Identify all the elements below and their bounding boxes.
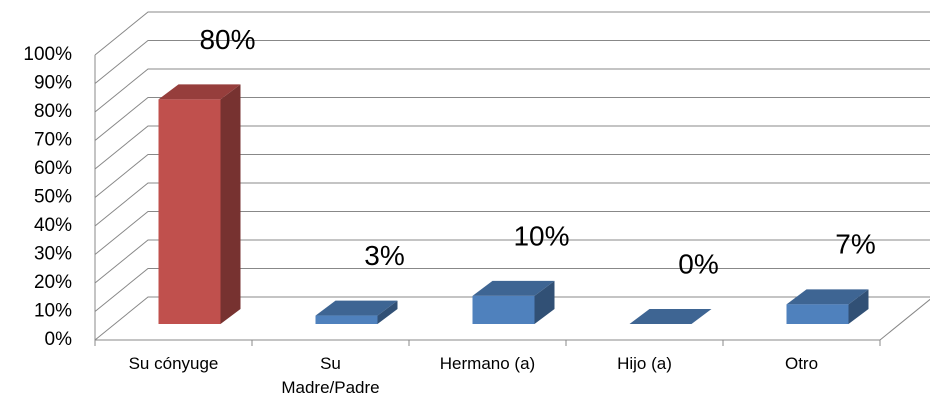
y-tick-label: 30% — [34, 244, 72, 265]
y-tick-label: 20% — [34, 272, 72, 293]
bar-top — [472, 280, 555, 296]
bar-side — [220, 84, 241, 324]
bar-top — [315, 300, 398, 316]
value-label: 7% — [835, 229, 875, 260]
y-tick-label: 0% — [45, 329, 73, 350]
y-tick-label: 50% — [34, 187, 72, 208]
value-label: 80% — [199, 24, 255, 55]
x-tick-label: Hermano (a) — [439, 354, 536, 373]
y-tick-label: 80% — [34, 101, 72, 122]
y-tick-label: 60% — [34, 158, 72, 179]
y-tick-label: 70% — [34, 130, 72, 151]
bar-top — [158, 84, 241, 100]
grid-line — [94, 268, 930, 312]
grid-line — [94, 239, 930, 284]
x-tick-label: Su cónyuge — [128, 354, 219, 373]
grid-line — [94, 154, 930, 198]
y-tick-label: 10% — [34, 301, 72, 322]
bar — [786, 304, 849, 324]
grid-line — [94, 11, 930, 56]
bar-side — [848, 289, 869, 324]
grid-line — [94, 125, 930, 170]
y-tick-label: 90% — [34, 73, 72, 94]
grid-line — [94, 296, 930, 341]
x-tick-label: Hijo (a) — [617, 354, 672, 373]
bar-top — [629, 309, 712, 324]
value-label: 10% — [513, 220, 569, 251]
grid-line — [94, 211, 930, 255]
bar — [315, 315, 378, 324]
bar — [158, 99, 221, 324]
grid-line — [94, 97, 930, 141]
x-tick-label: Otro — [784, 354, 819, 373]
x-tick-label: Su Madre/Padre — [281, 354, 380, 397]
value-label: 0% — [678, 248, 718, 279]
bar — [472, 295, 535, 324]
y-tick-label: 100% — [23, 44, 72, 65]
value-label: 3% — [364, 240, 404, 271]
grid-line — [94, 182, 930, 227]
bar-side — [377, 300, 398, 324]
bar-side — [534, 280, 555, 324]
grid-line — [94, 68, 930, 113]
grid-line — [94, 40, 930, 84]
y-tick-label: 40% — [34, 215, 72, 236]
bar-top — [786, 289, 869, 305]
